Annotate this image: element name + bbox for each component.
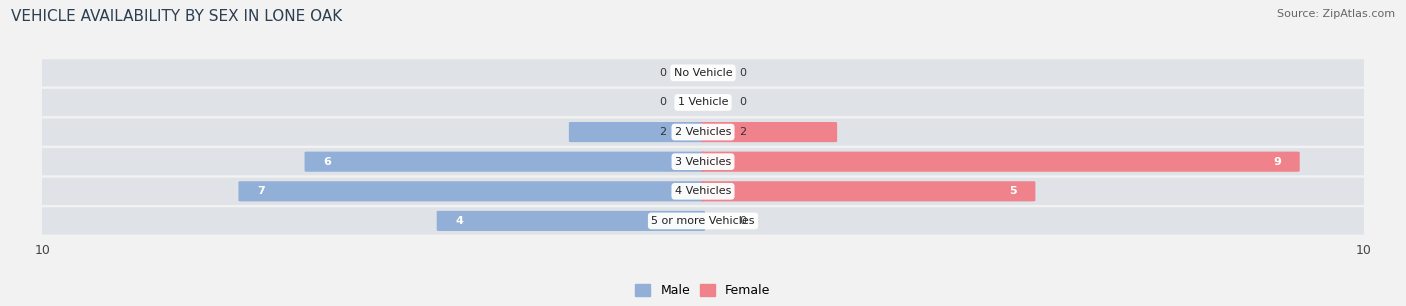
FancyBboxPatch shape	[569, 122, 704, 142]
Text: 9: 9	[1274, 157, 1281, 167]
FancyBboxPatch shape	[39, 207, 1367, 234]
Text: 0: 0	[740, 97, 747, 107]
Text: 1 Vehicle: 1 Vehicle	[678, 97, 728, 107]
Text: VEHICLE AVAILABILITY BY SEX IN LONE OAK: VEHICLE AVAILABILITY BY SEX IN LONE OAK	[11, 9, 343, 24]
Text: 0: 0	[659, 68, 666, 78]
FancyBboxPatch shape	[239, 181, 704, 201]
Text: 6: 6	[323, 157, 330, 167]
Text: 4: 4	[456, 216, 463, 226]
FancyBboxPatch shape	[39, 59, 1367, 87]
Text: 0: 0	[740, 68, 747, 78]
Text: 2 Vehicles: 2 Vehicles	[675, 127, 731, 137]
Text: 2: 2	[659, 127, 666, 137]
Text: Source: ZipAtlas.com: Source: ZipAtlas.com	[1277, 9, 1395, 19]
FancyBboxPatch shape	[702, 151, 1299, 172]
FancyBboxPatch shape	[39, 178, 1367, 205]
Text: 5 or more Vehicles: 5 or more Vehicles	[651, 216, 755, 226]
Text: 2: 2	[740, 127, 747, 137]
FancyBboxPatch shape	[305, 151, 704, 172]
Legend: Male, Female: Male, Female	[630, 279, 776, 302]
Text: No Vehicle: No Vehicle	[673, 68, 733, 78]
Text: 0: 0	[659, 97, 666, 107]
FancyBboxPatch shape	[437, 211, 704, 231]
Text: 5: 5	[1010, 186, 1017, 196]
Text: 0: 0	[740, 216, 747, 226]
Text: 7: 7	[257, 186, 264, 196]
FancyBboxPatch shape	[702, 122, 837, 142]
Text: 3 Vehicles: 3 Vehicles	[675, 157, 731, 167]
FancyBboxPatch shape	[39, 89, 1367, 116]
Text: 4 Vehicles: 4 Vehicles	[675, 186, 731, 196]
FancyBboxPatch shape	[39, 148, 1367, 175]
FancyBboxPatch shape	[39, 118, 1367, 146]
FancyBboxPatch shape	[702, 181, 1035, 201]
